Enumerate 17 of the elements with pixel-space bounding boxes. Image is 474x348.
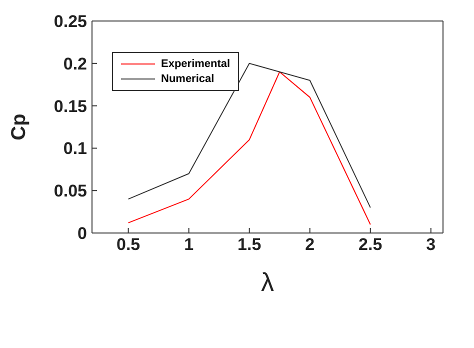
y-tick-label: 0.25 (54, 12, 87, 32)
x-tick-label: 1 (184, 235, 194, 254)
y-tick-label: 0.1 (63, 139, 87, 158)
x-tick-label: 2.5 (358, 235, 382, 254)
x-tick-label: 2 (305, 235, 315, 254)
y-tick-label: 0.15 (54, 96, 87, 116)
y-tick-label: 0 (78, 224, 87, 244)
legend-label: Numerical (161, 73, 214, 85)
x-tick-label: 0.5 (116, 235, 140, 254)
legend-label: Experimental (161, 58, 230, 70)
y-tick-label: 0.05 (54, 182, 87, 201)
y-axis-title: Cp (8, 114, 30, 140)
x-tick-label: 1.5 (238, 235, 262, 254)
x-tick-label: 3 (426, 235, 436, 254)
y-tick-label: 0.2 (63, 54, 87, 74)
line-series (128, 71, 371, 226)
x-axis-title: λ (261, 267, 274, 297)
